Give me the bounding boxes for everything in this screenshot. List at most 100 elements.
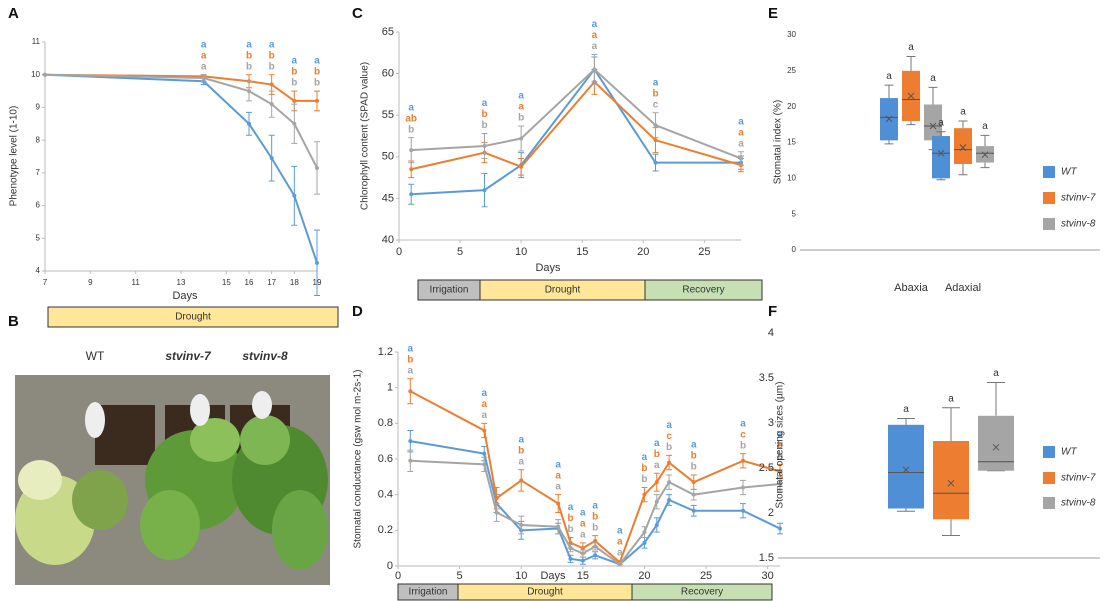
- y-tick-label: 2.5: [759, 462, 774, 474]
- significance-letter: a: [592, 41, 598, 52]
- y-axis-label: Stomatal conductance (gsw mol m-2s-1): [353, 370, 364, 549]
- significance-letter: a: [654, 460, 660, 471]
- x-tick-label: 13: [177, 278, 186, 287]
- plant-wt: [15, 460, 128, 565]
- point: [593, 539, 598, 544]
- point: [519, 522, 524, 527]
- significance-letter: b: [567, 513, 573, 524]
- series-line: [411, 68, 742, 160]
- significance-letter: a: [592, 30, 598, 41]
- point: [247, 89, 251, 94]
- point: [741, 485, 746, 490]
- point: [408, 458, 413, 463]
- point: [292, 121, 297, 126]
- y-tick-label: 0: [387, 560, 393, 572]
- significance-letter: b: [314, 67, 320, 78]
- box: [954, 128, 972, 164]
- y-tick-label: 1: [387, 382, 393, 394]
- significance-letter: a: [908, 42, 914, 53]
- stage-bar: [631, 583, 773, 601]
- significance-letter: a: [555, 459, 561, 470]
- point: [315, 165, 319, 170]
- box: [978, 415, 1014, 471]
- significance-letter: a: [691, 440, 697, 451]
- legend-label: stvinv-7: [1061, 193, 1096, 204]
- plant-stvinv-8: [232, 415, 328, 570]
- y-tick-label: 60: [382, 68, 394, 80]
- point: [556, 524, 561, 529]
- significance-letter: b: [641, 463, 647, 474]
- significance-letter: a: [408, 365, 414, 376]
- significance-letter: a: [482, 98, 488, 109]
- point: [667, 498, 672, 503]
- y-tick-label: 3: [768, 417, 774, 429]
- point: [580, 546, 585, 551]
- legend-swatch: [1043, 166, 1055, 178]
- point: [315, 260, 319, 265]
- series-line: [44, 73, 317, 102]
- point: [642, 530, 647, 535]
- x-tick-label: 25: [700, 570, 712, 582]
- whisker: [906, 56, 916, 126]
- plant-tag: [252, 391, 272, 419]
- legend-swatch: [1043, 497, 1055, 509]
- whisker: [936, 131, 946, 181]
- significance-letter: a: [408, 102, 414, 113]
- x-tick-label: 25: [698, 246, 710, 258]
- mean-marker: [992, 443, 1000, 451]
- mean-marker: [959, 144, 967, 151]
- legend-label: WT: [1061, 447, 1077, 458]
- significance-letter: b: [407, 354, 413, 365]
- significance-letter: a: [642, 452, 648, 463]
- point: [580, 558, 585, 563]
- point: [292, 193, 297, 198]
- x-axis-label: Days: [540, 570, 566, 582]
- significance-letter: a: [740, 418, 746, 429]
- point: [568, 540, 573, 545]
- significance-letter: b: [269, 61, 275, 72]
- significance-letter: b: [777, 440, 783, 451]
- box: [932, 136, 950, 179]
- y-tick-label: 1.5: [759, 552, 774, 564]
- stage-label: Irrigation: [409, 587, 448, 598]
- x-tick-label: 9: [88, 278, 93, 287]
- box: [888, 424, 924, 509]
- x-tick-label: 5: [457, 570, 463, 582]
- x-axis-label: Days: [172, 290, 198, 302]
- legend-label: stvinv-8: [1061, 498, 1096, 509]
- stage-label: Irrigation: [430, 285, 469, 296]
- series-line: [44, 73, 318, 169]
- significance-letter: b: [518, 113, 524, 124]
- point: [315, 98, 319, 103]
- y-tick-label: 10: [31, 70, 40, 79]
- x-tick-label: 0: [395, 570, 401, 582]
- legend-label: stvinv-8: [1061, 219, 1096, 230]
- significance-letter: b: [641, 474, 647, 485]
- y-tick-label: 4: [36, 266, 41, 275]
- significance-letter: b: [291, 78, 297, 89]
- mean-marker: [947, 479, 955, 487]
- y-tick-label: 20: [787, 102, 796, 111]
- significance-letter: a: [930, 73, 936, 84]
- y-tick-label: 30: [787, 30, 796, 39]
- significance-letter: c: [740, 429, 746, 440]
- point: [269, 102, 274, 107]
- x-tick-label: 15: [577, 570, 589, 582]
- y-axis-label: Stomatal opening sizes (µm): [775, 382, 786, 509]
- panel-label: A: [8, 5, 19, 22]
- point: [482, 188, 487, 193]
- x-tick-label: 20: [638, 570, 650, 582]
- series-line: [410, 80, 742, 171]
- point: [580, 551, 585, 556]
- significance-letter: a: [201, 50, 207, 61]
- whisker: [942, 407, 960, 536]
- legend-swatch: [1043, 446, 1055, 458]
- significance-letter: b: [652, 88, 658, 99]
- stage-label: Drought: [527, 587, 563, 598]
- y-tick-label: 45: [382, 192, 394, 204]
- point: [593, 544, 598, 549]
- whisker: [987, 382, 1005, 472]
- x-tick-label: Adaxial: [945, 282, 981, 294]
- point: [691, 508, 696, 513]
- significance-letter: b: [691, 451, 697, 462]
